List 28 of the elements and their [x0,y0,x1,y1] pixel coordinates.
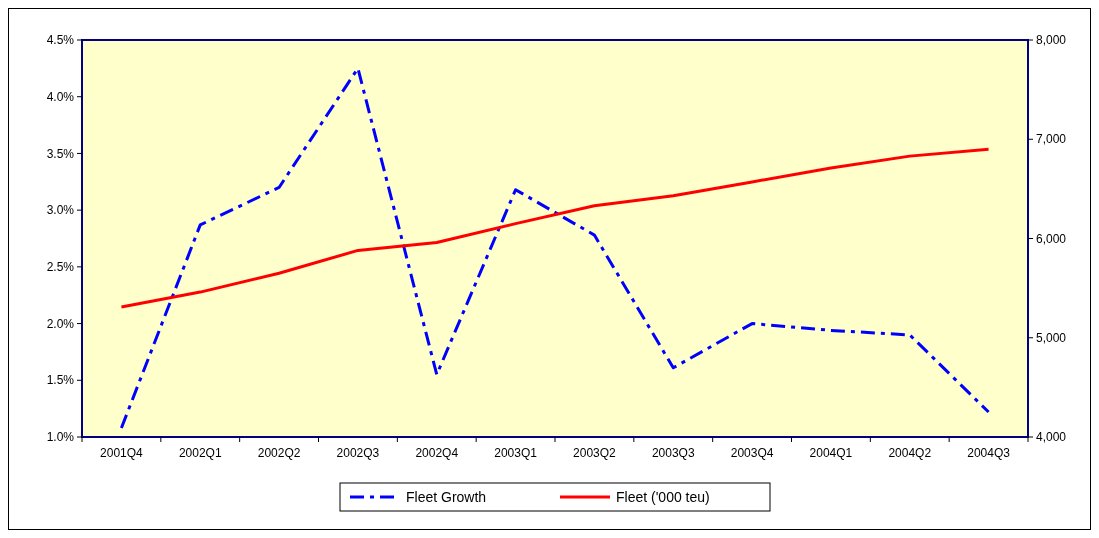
y2-tick-label: 8,000 [1036,33,1067,48]
y-tick-label: 2.5% [46,260,75,275]
line-series [119,147,991,309]
x-tick-label: 2001Q4 [100,446,144,460]
x-tick-label: 2004Q3 [967,446,1011,460]
x-tick-label: 2004Q2 [888,446,932,460]
legend-label: Fleet Growth [406,488,487,505]
y-tick-label: 4.5% [46,33,75,48]
legend-label: Fleet ('000 teu) [616,488,710,505]
x-tick-label: 2004Q1 [809,446,853,460]
x-tick-label: 2002Q2 [257,446,301,460]
y2-tick-label: 5,000 [1036,330,1067,345]
y-tick-label: 1.0% [46,430,75,445]
x-tick-label: 2002Q3 [336,446,380,460]
x-tick-label: 2003Q2 [573,446,617,460]
x-tick-label: 2003Q4 [730,446,774,460]
y-tick-label: 1.5% [46,373,75,388]
x-tick-label: 2002Q4 [415,446,459,460]
x-tick-label: 2003Q3 [651,446,695,460]
x-tick-label: 2003Q1 [494,446,538,460]
y2-tick-label: 4,000 [1036,430,1067,445]
y-tick-label: 4.0% [46,89,75,104]
y2-tick-label: 6,000 [1036,231,1067,246]
y-tick-label: 3.0% [46,203,75,218]
y-tick-label: 2.0% [46,316,75,331]
y2-tick-label: 7,000 [1036,132,1067,147]
x-tick-label: 2002Q1 [178,446,222,460]
y-tick-label: 3.5% [46,146,75,161]
